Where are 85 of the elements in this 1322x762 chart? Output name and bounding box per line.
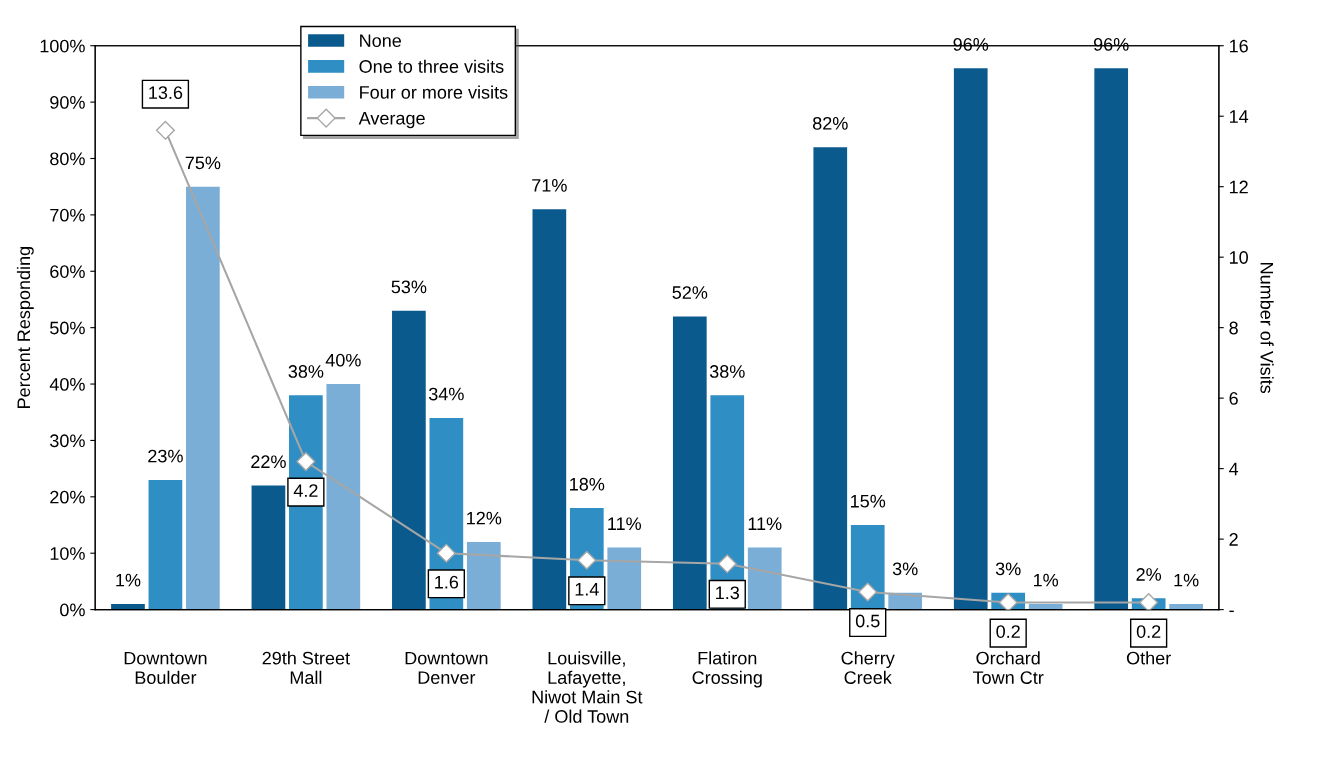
bar <box>148 479 183 610</box>
y-tick-label: 80% <box>50 152 85 166</box>
point <box>296 452 316 472</box>
point <box>436 543 456 563</box>
data-label: 1.6 <box>435 575 459 589</box>
legend-label: Average <box>358 112 425 129</box>
y-tick-label: 50% <box>50 321 85 335</box>
y-tick-label: 0% <box>60 603 85 617</box>
bar <box>466 541 501 610</box>
data-label: 1.4 <box>575 583 599 596</box>
data-label: 11% <box>748 517 782 531</box>
y2-tick-label: 8 <box>1229 321 1238 335</box>
data-label: 18% <box>570 477 605 491</box>
data-label: 40% <box>325 353 361 367</box>
y-tick-label: 20% <box>50 490 85 504</box>
data-label: 1% <box>1033 573 1059 587</box>
data-label: 15% <box>851 494 886 508</box>
data-label: 2% <box>1136 568 1162 581</box>
bar <box>747 547 782 610</box>
point <box>1139 593 1159 610</box>
bar <box>392 310 426 610</box>
bar <box>186 186 220 610</box>
data-label: 52% <box>672 286 708 299</box>
legend-label: One to three visits <box>359 59 504 73</box>
data-label: 1% <box>1174 573 1199 587</box>
data-label: 0.2 <box>1136 625 1161 638</box>
y-tick-label: 10% <box>50 547 85 560</box>
bar <box>672 316 707 610</box>
data-label: 11% <box>608 517 642 531</box>
x-tick-label: Orchard Town Ctr <box>972 651 1044 684</box>
x-tick-label: Downtown Denver <box>405 651 488 684</box>
point <box>998 593 1018 610</box>
y-tick-label: 30% <box>50 434 85 448</box>
bar <box>251 485 286 610</box>
point <box>155 120 175 140</box>
data-label: 3% <box>995 562 1021 576</box>
x-tick-label: Downtown Boulder <box>124 651 207 684</box>
y2-tick-label: - <box>1229 610 1234 613</box>
data-label: 82% <box>812 116 848 130</box>
point <box>858 582 878 602</box>
legend-label: None <box>360 34 401 48</box>
y-axis-title: Percent Responding <box>16 247 34 408</box>
data-label: 53% <box>391 280 427 294</box>
x-tick-label: 29th Street Mall <box>262 651 350 684</box>
bar <box>1094 68 1129 610</box>
y2-axis-title: Number of Visits <box>1260 263 1274 394</box>
data-label: 1.3 <box>716 586 740 600</box>
data-label: 34% <box>428 387 464 401</box>
bar <box>326 384 361 610</box>
y-tick-label: 70% <box>50 208 85 222</box>
data-label: 0.5 <box>855 614 880 628</box>
data-label: 13.6 <box>149 86 183 100</box>
x-tick-label: Cherry Creek <box>841 651 895 684</box>
bar <box>953 68 988 610</box>
x-tick-label: Flatiron Crossing <box>692 651 762 688</box>
point <box>577 550 597 570</box>
y2-tick-label: 2 <box>1229 533 1238 546</box>
y-tick-label: 60% <box>50 265 85 278</box>
data-label: 75% <box>185 156 221 170</box>
y2-tick-label: 4 <box>1229 462 1239 476</box>
x-tick-label: Louisville, Lafayette, Niwot Main St / Old Town <box>532 651 643 723</box>
y2-tick-label: 12 <box>1229 180 1248 194</box>
bar <box>607 547 642 610</box>
bar <box>532 209 567 610</box>
data-label: 12% <box>467 511 502 525</box>
data-label: 4.2 <box>293 484 318 497</box>
x-tick-label: Other <box>1126 651 1171 665</box>
y2-tick-label: 14 <box>1229 110 1249 123</box>
bar <box>813 147 848 610</box>
legend-label: Four or more visits <box>360 85 508 99</box>
data-label: 3% <box>892 562 918 576</box>
y2-tick-label: 16 <box>1229 39 1248 53</box>
data-label: 38% <box>288 365 324 378</box>
point <box>717 554 737 574</box>
y-tick-label: 90% <box>50 96 85 109</box>
data-label: 0.2 <box>996 625 1020 638</box>
y-tick-label: 40% <box>49 377 85 391</box>
data-label: 38% <box>709 365 745 378</box>
data-label: 22% <box>251 455 286 469</box>
data-label: 71% <box>532 179 567 192</box>
data-label: 23% <box>148 449 183 463</box>
data-label: 1% <box>116 573 141 587</box>
y-tick-label: 100% <box>40 39 85 53</box>
y2-tick-label: 10 <box>1229 251 1248 264</box>
y2-tick-label: 6 <box>1229 392 1238 405</box>
